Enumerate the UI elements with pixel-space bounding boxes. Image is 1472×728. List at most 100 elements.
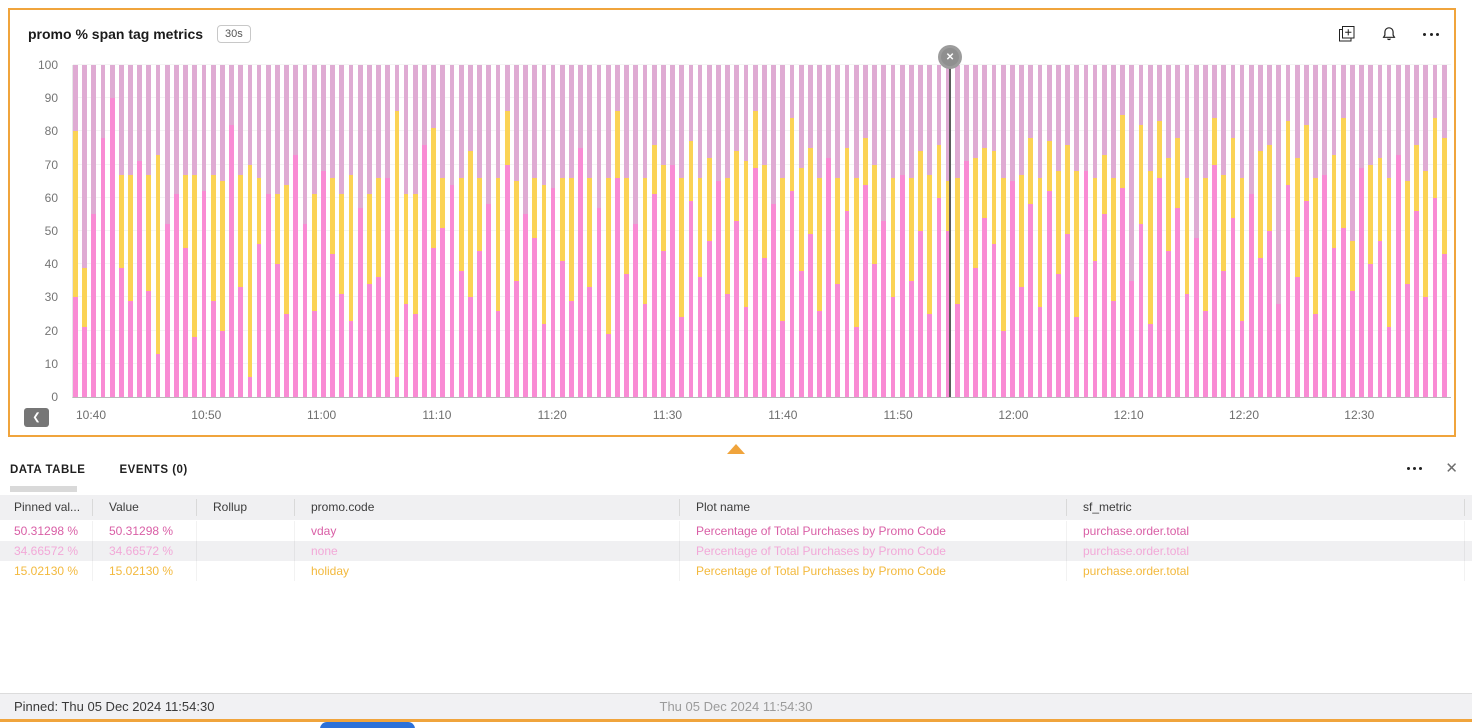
bar[interactable]: [1414, 65, 1419, 397]
bar[interactable]: [900, 65, 905, 397]
pinned-time-cursor[interactable]: [949, 57, 951, 397]
bar[interactable]: [845, 65, 850, 397]
bar[interactable]: [918, 65, 923, 397]
add-to-dashboard-icon[interactable]: [1338, 25, 1356, 43]
bar[interactable]: [1387, 65, 1392, 397]
bar[interactable]: [551, 65, 556, 397]
bar[interactable]: [349, 65, 354, 397]
bar[interactable]: [266, 65, 271, 397]
bar[interactable]: [1120, 65, 1125, 397]
bar[interactable]: [1074, 65, 1079, 397]
bar[interactable]: [183, 65, 188, 397]
bar[interactable]: [817, 65, 822, 397]
bar[interactable]: [725, 65, 730, 397]
bar[interactable]: [1129, 65, 1134, 397]
bar[interactable]: [303, 65, 308, 397]
more-actions-icon[interactable]: [1422, 25, 1440, 43]
bar[interactable]: [909, 65, 914, 397]
bar[interactable]: [293, 65, 298, 397]
bar[interactable]: [872, 65, 877, 397]
column-header[interactable]: Value: [93, 499, 197, 516]
bar[interactable]: [1212, 65, 1217, 397]
bar[interactable]: [679, 65, 684, 397]
bar[interactable]: [1084, 65, 1089, 397]
scroll-left-button[interactable]: ❮: [24, 408, 49, 427]
bar[interactable]: [1322, 65, 1327, 397]
bar[interactable]: [1185, 65, 1190, 397]
bar[interactable]: [1313, 65, 1318, 397]
column-header[interactable]: promo.code: [295, 499, 680, 516]
bar[interactable]: [514, 65, 519, 397]
table-row[interactable]: 50.31298 %50.31298 %vdayPercentage of To…: [0, 521, 1472, 541]
bar[interactable]: [1102, 65, 1107, 397]
bar[interactable]: [385, 65, 390, 397]
bar[interactable]: [1148, 65, 1153, 397]
bar[interactable]: [376, 65, 381, 397]
bar[interactable]: [1433, 65, 1438, 397]
bar[interactable]: [1442, 65, 1447, 397]
bar[interactable]: [257, 65, 262, 397]
bar[interactable]: [358, 65, 363, 397]
bar[interactable]: [1368, 65, 1373, 397]
bar[interactable]: [1047, 65, 1052, 397]
bar[interactable]: [505, 65, 510, 397]
bar[interactable]: [955, 65, 960, 397]
bar[interactable]: [367, 65, 372, 397]
bar[interactable]: [835, 65, 840, 397]
bar[interactable]: [284, 65, 289, 397]
bar[interactable]: [643, 65, 648, 397]
bar[interactable]: [1221, 65, 1226, 397]
bar[interactable]: [496, 65, 501, 397]
bar[interactable]: [689, 65, 694, 397]
table-row[interactable]: 15.02130 %15.02130 %holidayPercentage of…: [0, 561, 1472, 581]
bar[interactable]: [863, 65, 868, 397]
bar[interactable]: [771, 65, 776, 397]
bar[interactable]: [762, 65, 767, 397]
bar[interactable]: [532, 65, 537, 397]
bar[interactable]: [707, 65, 712, 397]
bar[interactable]: [1056, 65, 1061, 397]
bar[interactable]: [597, 65, 602, 397]
bar[interactable]: [937, 65, 942, 397]
bar[interactable]: [1258, 65, 1263, 397]
tab-events[interactable]: EVENTS (0): [119, 464, 187, 476]
bar[interactable]: [137, 65, 142, 397]
bar[interactable]: [450, 65, 455, 397]
bar[interactable]: [964, 65, 969, 397]
bar[interactable]: [670, 65, 675, 397]
bar[interactable]: [587, 65, 592, 397]
bar[interactable]: [1038, 65, 1043, 397]
bar[interactable]: [927, 65, 932, 397]
bar[interactable]: [1249, 65, 1254, 397]
bar[interactable]: [431, 65, 436, 397]
bar[interactable]: [698, 65, 703, 397]
column-header[interactable]: Plot name: [680, 499, 1067, 516]
bar[interactable]: [633, 65, 638, 397]
bar[interactable]: [992, 65, 997, 397]
bar[interactable]: [1065, 65, 1070, 397]
bar[interactable]: [753, 65, 758, 397]
bar[interactable]: [459, 65, 464, 397]
bar[interactable]: [891, 65, 896, 397]
bar[interactable]: [330, 65, 335, 397]
bar[interactable]: [734, 65, 739, 397]
bar[interactable]: [238, 65, 243, 397]
bar[interactable]: [1019, 65, 1024, 397]
bar[interactable]: [1332, 65, 1337, 397]
bar[interactable]: [523, 65, 528, 397]
bar[interactable]: [615, 65, 620, 397]
bar[interactable]: [560, 65, 565, 397]
bar[interactable]: [569, 65, 574, 397]
bar[interactable]: [744, 65, 749, 397]
bar[interactable]: [1350, 65, 1355, 397]
table-more-actions-icon[interactable]: [1405, 459, 1423, 477]
bar[interactable]: [468, 65, 473, 397]
bar[interactable]: [110, 65, 115, 397]
bar[interactable]: [1378, 65, 1383, 397]
partial-blue-button[interactable]: [320, 722, 415, 728]
bar[interactable]: [542, 65, 547, 397]
bar[interactable]: [1093, 65, 1098, 397]
bar[interactable]: [413, 65, 418, 397]
bar[interactable]: [1359, 65, 1364, 397]
bar[interactable]: [854, 65, 859, 397]
